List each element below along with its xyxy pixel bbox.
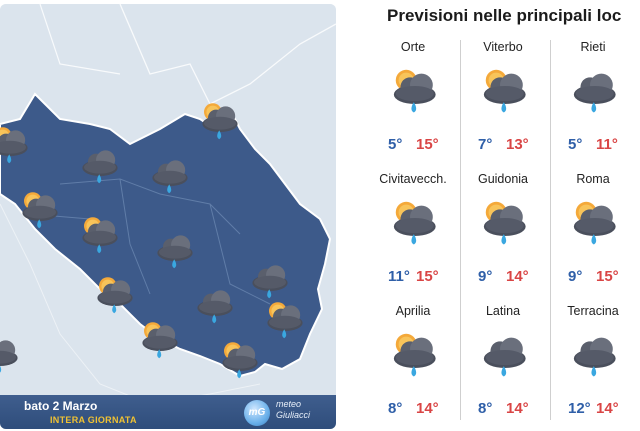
city-forecast-rieti: Rieti 5° 11°: [550, 36, 636, 166]
city-forecast-civitavecch: Civitavecch. 11° 15°: [370, 168, 456, 298]
partly-cloudy-rain-icon: [391, 66, 439, 122]
temp-min: 9°: [568, 268, 583, 285]
city-forecast-orte: Orte 5° 15°: [370, 36, 456, 166]
cloud-rain-icon: [571, 66, 619, 122]
city-name: Viterbo: [483, 40, 523, 54]
meteogiuliacci-logo-icon: mG: [244, 400, 270, 426]
temp-min: 8°: [388, 400, 403, 417]
temp-min: 5°: [568, 136, 583, 153]
map-footer: bato 2 Marzo INTERA GIORNATA mG meteo Gi…: [0, 395, 336, 429]
map-cloud-rain-icon: [252, 265, 288, 299]
map-cloud-rain-icon: [152, 160, 188, 194]
temp-max: 11°: [596, 136, 618, 153]
temp-min: 9°: [478, 268, 493, 285]
temp-min: 11°: [388, 268, 410, 285]
lazio-region-map: [0, 4, 336, 429]
city-name: Orte: [400, 40, 426, 54]
city-forecast-aprilia: Aprilia 8° 14°: [370, 300, 456, 430]
map-cloud-rain-icon: [157, 235, 193, 269]
map-partly-cloudy-rain-icon: [142, 322, 178, 359]
forecast-panel: Previsioni nelle principali loc Orte 5° …: [352, 0, 640, 431]
map-cloud-rain-icon: [197, 290, 233, 324]
brand-line-2: Giuliacci: [276, 410, 311, 420]
temp-max: 14°: [416, 400, 439, 417]
temp-max: 15°: [596, 268, 619, 285]
map-cloud-rain-icon: [0, 340, 18, 373]
partly-cloudy-rain-icon: [391, 330, 439, 386]
city-name: Terracina: [567, 304, 619, 318]
map-partly-cloudy-rain-icon: [82, 217, 118, 254]
city-name: Civitavecch.: [379, 172, 447, 186]
map-partly-cloudy-rain-icon: [222, 342, 258, 379]
temp-min: 5°: [388, 136, 403, 153]
map-partly-cloudy-rain-icon: [22, 192, 58, 229]
temp-max: 14°: [596, 400, 619, 417]
forecast-grid: Orte 5° 15° Viterbo 7° 13° Rieti: [370, 36, 640, 428]
map-partly-cloudy-rain-icon: [97, 277, 133, 314]
partly-cloudy-rain-icon: [481, 66, 529, 122]
city-name: Guidonia: [477, 172, 529, 186]
cloud-rain-icon: [571, 330, 619, 386]
city-name: Aprilia: [395, 304, 431, 318]
map-partly-cloudy-rain-icon: [0, 127, 28, 164]
temp-min: 7°: [478, 136, 493, 153]
weather-map[interactable]: bato 2 Marzo INTERA GIORNATA mG meteo Gi…: [0, 4, 336, 429]
temp-max: 14°: [506, 268, 529, 285]
map-date: bato 2 Marzo: [24, 399, 98, 413]
map-period: INTERA GIORNATA: [50, 415, 137, 425]
city-name: Rieti: [580, 40, 606, 54]
map-cloud-rain-icon: [82, 150, 118, 184]
temp-max: 14°: [506, 400, 529, 417]
map-partly-cloudy-rain-icon: [267, 302, 303, 339]
temp-min: 8°: [478, 400, 493, 417]
city-forecast-roma: Roma 9° 15°: [550, 168, 636, 298]
temp-max: 15°: [416, 268, 439, 285]
forecast-title: Previsioni nelle principali loc: [387, 6, 622, 25]
city-name: Roma: [576, 172, 610, 186]
map-partly-cloudy-rain-icon: [202, 103, 238, 140]
grid-divider: [460, 40, 461, 420]
city-name: Latina: [485, 304, 521, 318]
city-forecast-latina: Latina 8° 14°: [460, 300, 546, 430]
brand-text: meteo Giuliacci: [276, 399, 310, 421]
temp-max: 13°: [506, 136, 529, 153]
temp-min: 12°: [568, 400, 591, 417]
partly-cloudy-rain-icon: [391, 198, 439, 254]
cloud-rain-icon: [481, 330, 529, 386]
brand-line-1: meteo: [276, 399, 302, 409]
partly-cloudy-rain-icon: [571, 198, 619, 254]
city-forecast-terracina: Terracina 12° 14°: [550, 300, 636, 430]
city-forecast-guidonia: Guidonia 9° 14°: [460, 168, 546, 298]
city-forecast-viterbo: Viterbo 7° 13°: [460, 36, 546, 166]
temp-max: 15°: [416, 136, 439, 153]
partly-cloudy-rain-icon: [481, 198, 529, 254]
grid-divider: [550, 40, 551, 420]
